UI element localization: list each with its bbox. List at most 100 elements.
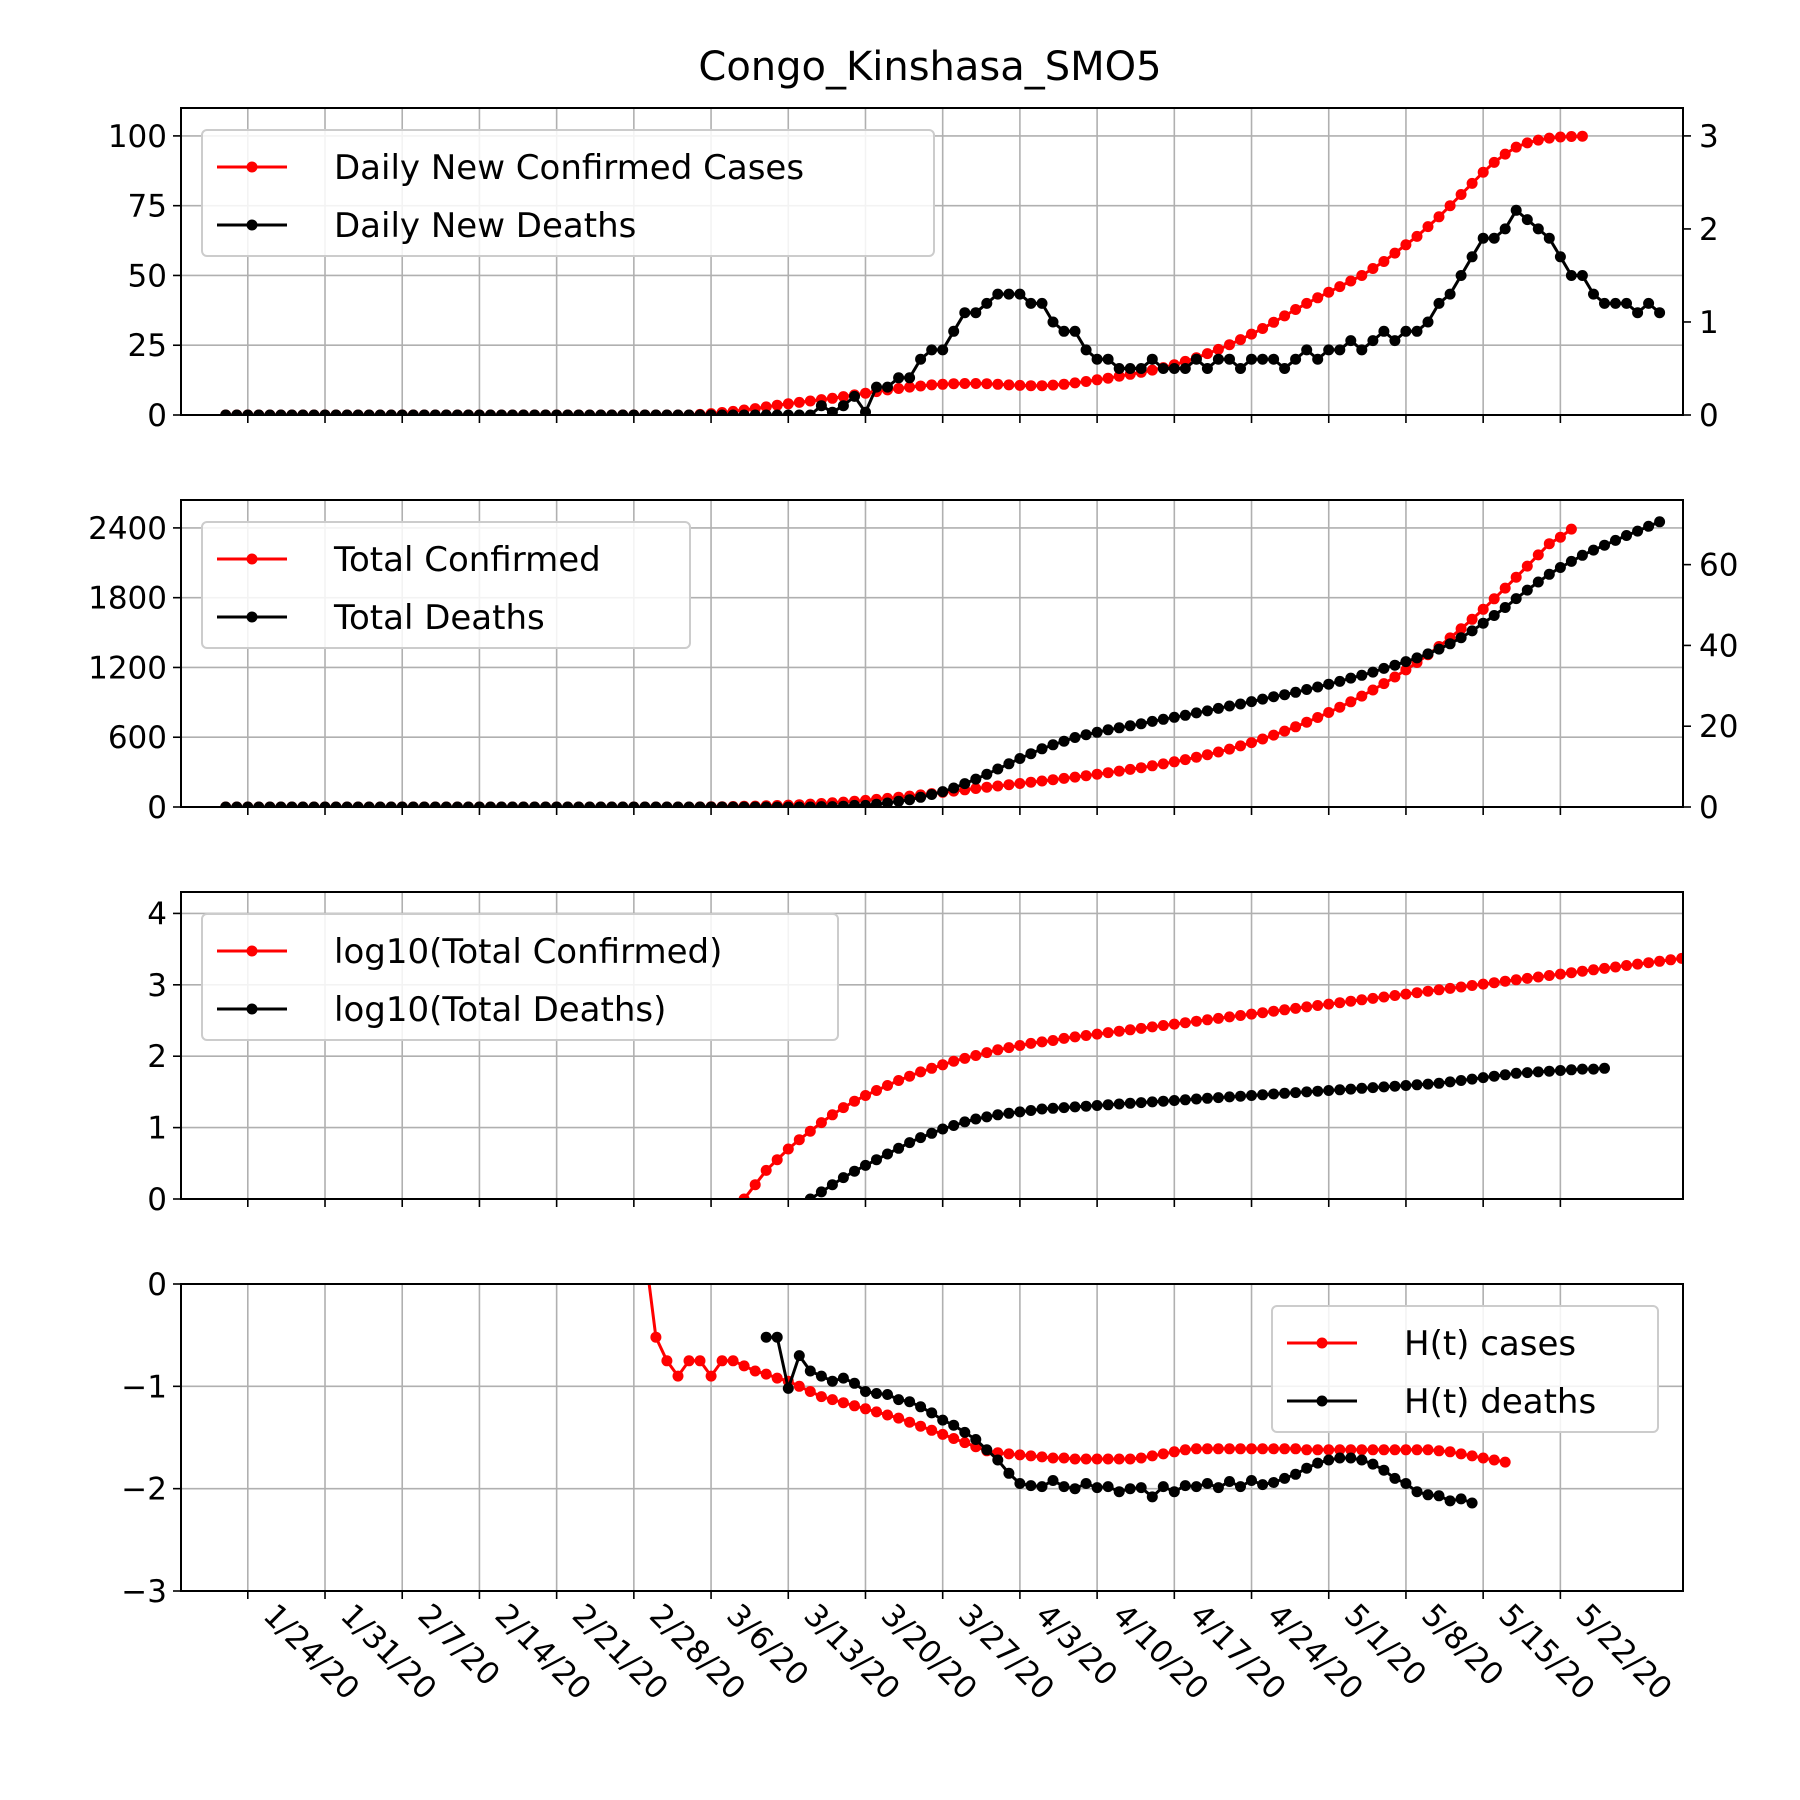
y2-tick-label: 20 — [1699, 709, 1738, 745]
data-point — [1168, 756, 1180, 768]
data-point — [992, 763, 1004, 775]
data-point — [363, 801, 375, 807]
data-point — [1554, 131, 1566, 143]
data-point — [1201, 1092, 1213, 1104]
data-point — [1345, 335, 1357, 347]
data-point — [1069, 1101, 1081, 1113]
data-point — [1201, 1443, 1213, 1455]
data-point — [1301, 1444, 1313, 1456]
data-point — [1565, 523, 1577, 535]
data-point — [1455, 981, 1467, 993]
data-point — [1146, 1450, 1158, 1462]
data-point — [1201, 363, 1213, 374]
data-point — [429, 801, 441, 807]
data-point — [1080, 1030, 1092, 1041]
data-point — [1334, 344, 1346, 356]
data-point — [1543, 1065, 1555, 1077]
data-point — [1554, 968, 1566, 980]
data-point — [1036, 1481, 1048, 1493]
data-point — [826, 406, 838, 415]
data-point — [1168, 363, 1180, 374]
data-point — [1257, 1479, 1269, 1491]
data-point — [1510, 141, 1522, 153]
data-point — [1157, 713, 1169, 725]
data-point — [1069, 732, 1081, 743]
data-point — [738, 1193, 750, 1199]
data-point — [1477, 232, 1489, 244]
data-point — [1080, 1478, 1092, 1489]
data-point — [1466, 1073, 1478, 1085]
data-point — [771, 1331, 783, 1343]
chart-title: Congo_Kinshasa_SMO5 — [698, 44, 1161, 90]
axes-frame — [180, 891, 1684, 1200]
data-point — [1058, 378, 1070, 390]
data-point — [804, 409, 816, 415]
data-point — [1201, 1478, 1213, 1489]
y-tick-label: 0 — [147, 790, 167, 826]
data-point — [1113, 1486, 1125, 1498]
data-point — [793, 801, 805, 807]
data-point — [1543, 538, 1555, 550]
data-point — [760, 1368, 772, 1380]
data-point — [451, 801, 463, 807]
data-point — [1135, 1097, 1147, 1109]
y-tick-label: 2 — [147, 1039, 167, 1075]
data-point — [705, 409, 717, 415]
data-point — [1499, 1456, 1511, 1468]
data-point — [1411, 987, 1423, 999]
data-point — [1212, 1443, 1224, 1455]
data-point — [1157, 758, 1169, 770]
data-point — [1532, 1066, 1544, 1078]
data-point — [1235, 1010, 1246, 1021]
data-point — [937, 344, 949, 356]
data-point — [264, 409, 276, 415]
data-point — [1036, 297, 1048, 309]
data-point — [1257, 1443, 1269, 1455]
data-point — [650, 1331, 662, 1343]
axes-frame — [180, 107, 1684, 416]
data-point — [1599, 297, 1610, 309]
data-point — [1014, 379, 1026, 391]
data-point — [937, 1428, 949, 1440]
data-point — [1499, 582, 1511, 594]
data-point — [1499, 223, 1511, 235]
data-point — [286, 801, 298, 807]
data-point — [760, 1164, 772, 1176]
data-point — [1378, 1464, 1390, 1476]
data-point — [893, 1142, 905, 1154]
data-point — [1422, 648, 1434, 660]
data-point — [1014, 1040, 1026, 1051]
data-point — [1168, 711, 1180, 723]
data-point — [1003, 379, 1015, 391]
data-point — [308, 409, 320, 415]
series-log10(Total Deaths) — [804, 1062, 1610, 1199]
data-point — [1113, 1098, 1125, 1110]
data-point — [749, 1179, 761, 1191]
legend-box — [201, 129, 935, 257]
y-tick-label: 600 — [108, 720, 167, 756]
data-point — [992, 288, 1004, 300]
data-point — [1422, 1444, 1434, 1456]
data-point — [1036, 380, 1048, 392]
data-point — [771, 409, 783, 415]
data-point — [1554, 251, 1566, 263]
data-point — [1168, 1095, 1180, 1106]
series-Daily New Deaths — [220, 204, 1666, 415]
data-point — [1510, 1067, 1522, 1079]
data-point — [1499, 975, 1511, 987]
data-point — [1212, 1092, 1224, 1104]
data-point — [286, 409, 298, 415]
data-point — [1422, 1489, 1434, 1501]
data-point — [826, 1109, 838, 1121]
data-point — [1080, 1100, 1092, 1112]
data-point — [1179, 363, 1191, 374]
data-point — [904, 1070, 916, 1082]
data-point — [1290, 1002, 1302, 1014]
y2-tick-label: 60 — [1699, 548, 1738, 584]
data-point — [1257, 353, 1269, 365]
data-point — [1356, 1454, 1368, 1466]
data-point — [1124, 720, 1136, 732]
data-point — [496, 409, 507, 415]
data-point — [242, 801, 254, 807]
